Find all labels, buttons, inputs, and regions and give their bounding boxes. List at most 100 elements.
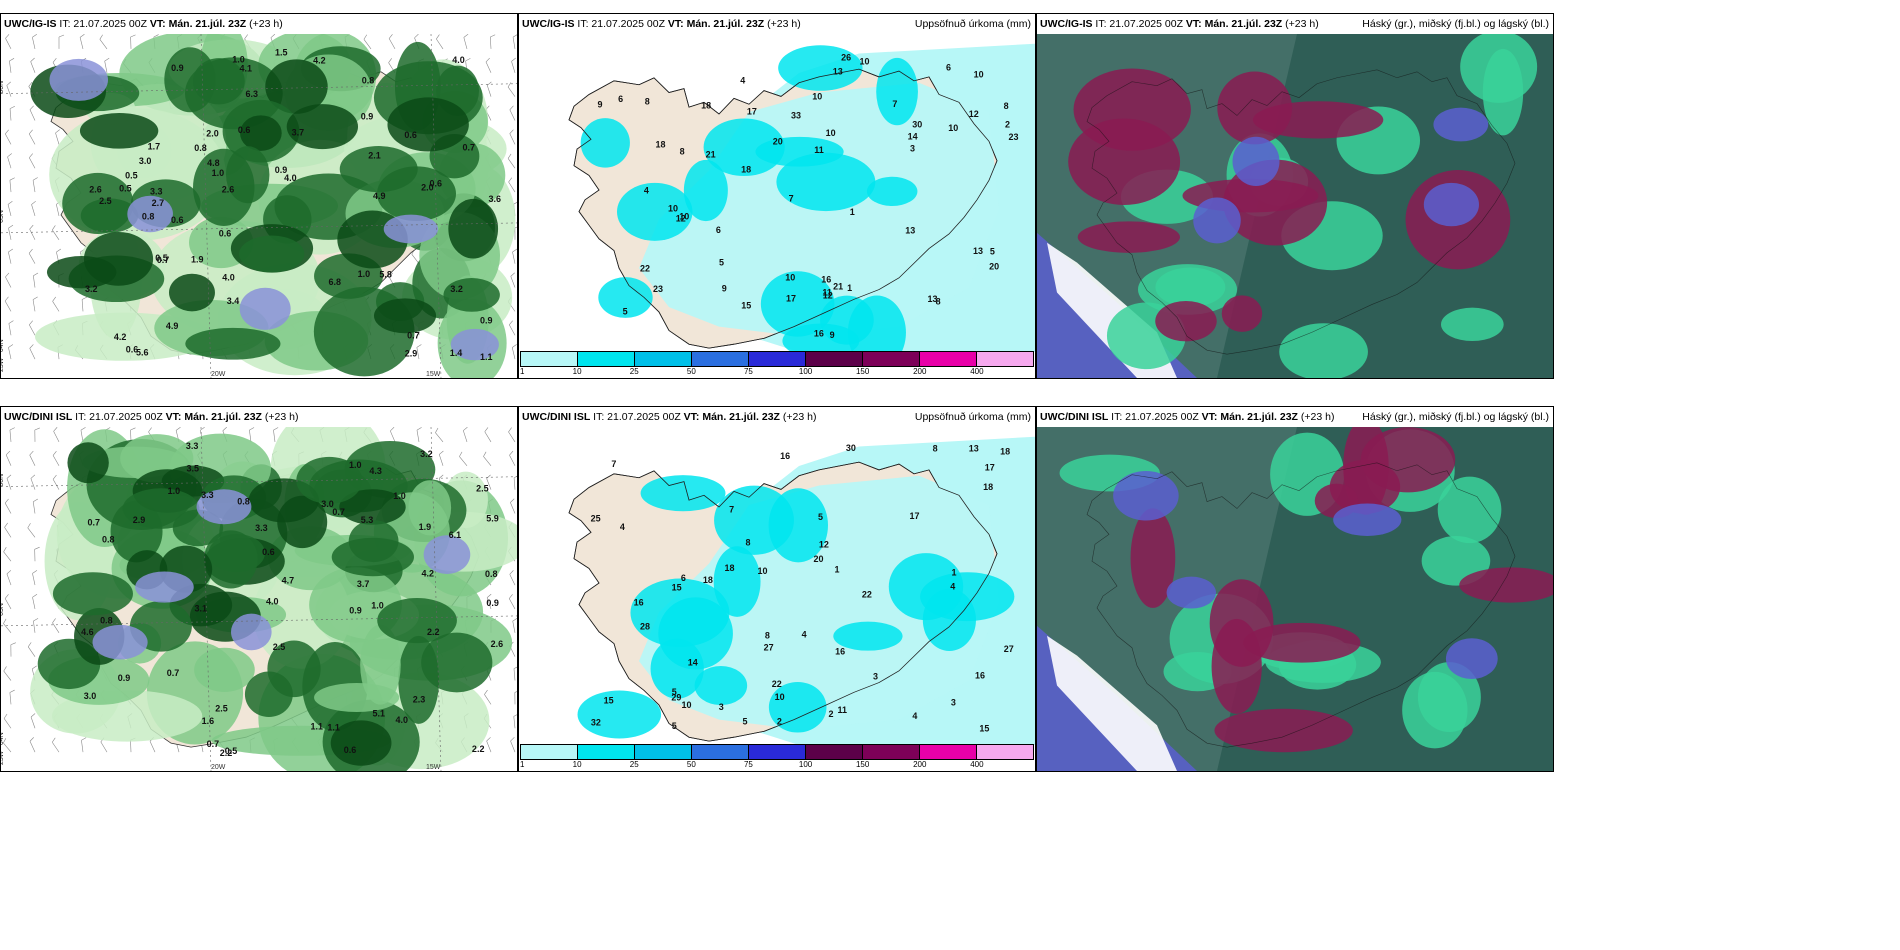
value-label: 3	[910, 144, 915, 154]
value-label: 7	[892, 99, 897, 109]
value-label: 1	[952, 568, 957, 578]
value-label: 15	[672, 583, 682, 593]
value-label: 10	[775, 692, 785, 702]
value-label: 6	[716, 225, 721, 235]
precip-rate-map: 66N 65N 64N 20W 15W 25W 1.9 3.4 2.0 2.6 3.0 4.0 4.9 1…	[1, 34, 517, 378]
value-label: 8	[765, 631, 770, 641]
value-label: 16	[780, 451, 790, 461]
panel-accum-precip-dini: UWC/DINI ISL IT: 21.07.2025 00Z VT: Mán.…	[518, 406, 1036, 772]
value-label: 23	[1008, 132, 1018, 142]
legend-swatch	[521, 745, 578, 759]
value-label: 17	[985, 463, 995, 473]
valid-time: VT: Mán. 21.júl. 23Z	[165, 411, 262, 423]
legend-swatch	[578, 745, 635, 759]
legend-ticks: 1 10 25 50 75 100 150 200 400	[520, 760, 1034, 770]
value-label: 2.6	[89, 185, 102, 195]
legend-tick-label: 25	[629, 367, 639, 376]
legend-tick-label: 10	[572, 760, 582, 769]
value-label: 2.5	[99, 196, 112, 206]
value-label: 4.2	[421, 569, 434, 579]
value-label: 2.0	[206, 128, 219, 138]
value-label: 26	[841, 53, 851, 63]
forecast-offset: (+23 h)	[767, 18, 801, 30]
value-label: 3.5	[187, 463, 200, 473]
forecast-offset: (+23 h)	[1300, 411, 1335, 423]
value-label: 0.7	[167, 668, 180, 678]
value-label: 17	[747, 106, 757, 116]
grid-label: 65N	[1, 210, 5, 223]
value-label: 0.8	[485, 569, 498, 579]
init-time: IT: 21.07.2025 00Z	[75, 411, 163, 423]
value-label: 1.0	[371, 600, 384, 610]
value-label: 1.9	[191, 254, 204, 264]
precip-fields	[30, 34, 516, 378]
value-label: 9	[830, 330, 835, 340]
value-label: 0.8	[100, 616, 113, 626]
value-label: 10	[668, 203, 678, 213]
value-label: 0.5	[155, 253, 168, 263]
value-label: 18	[983, 482, 993, 492]
value-label: 13	[928, 294, 938, 304]
legend-swatch	[863, 745, 920, 759]
value-label: 0.7	[207, 739, 220, 749]
value-label: 16	[814, 329, 824, 339]
value-label: 1.6	[202, 716, 215, 726]
value-label: 5	[672, 721, 677, 731]
value-label: 0.8	[194, 143, 207, 153]
value-label: 0.6	[219, 229, 232, 239]
value-label: 0.9	[171, 63, 184, 73]
value-label: 20	[773, 137, 783, 147]
value-label: 3.3	[186, 441, 199, 451]
value-label: 3.2	[450, 284, 463, 294]
value-label: 13	[833, 67, 843, 77]
value-label: 10	[785, 273, 795, 283]
value-label: 10	[948, 123, 958, 133]
value-label: 10	[826, 128, 836, 138]
value-label: 4.0	[284, 173, 297, 183]
value-label: 15	[741, 301, 751, 311]
value-label: 0.6	[262, 547, 275, 557]
legend-tick-label: 200	[913, 367, 927, 376]
value-label: 13	[969, 444, 979, 454]
value-label: 28	[640, 621, 650, 631]
value-label: 3	[719, 702, 724, 712]
model-name: UWC/IG-IS	[522, 18, 575, 30]
value-label: 2	[777, 717, 782, 727]
value-label: 3.7	[357, 579, 370, 589]
value-label: 21	[706, 150, 716, 160]
value-label: 2.0	[421, 183, 434, 193]
value-label: 12	[676, 213, 686, 223]
model-name: UWC/IG-IS	[4, 18, 57, 30]
value-label: 2.9	[405, 349, 418, 359]
value-label: 10	[860, 57, 870, 67]
legend-swatch	[692, 745, 749, 759]
value-label: 0.9	[118, 673, 131, 683]
value-label: 0.6	[344, 745, 357, 755]
value-label: 18	[724, 563, 734, 573]
value-label: 6	[681, 573, 686, 583]
value-label: 4.0	[452, 55, 465, 65]
value-label: 5.9	[486, 514, 499, 524]
value-label: 1.1	[480, 352, 493, 362]
map-accum-precip: 8 5 6 10 13 1 2 3 1 4 4 8 6 6 9 10 13 10 10 18 17 16 14 20 12 5 7 8…	[519, 34, 1035, 352]
iceland-outline	[1086, 462, 1516, 748]
color-legend: 1 10 25 50 75 100 150 200 400	[520, 351, 1034, 377]
legend-swatch	[863, 352, 920, 366]
value-label: 10	[812, 92, 822, 102]
legend-tick-label: 1	[520, 760, 525, 769]
accum-precip-map: 8561013123144866910131010181716142012578…	[519, 34, 1035, 352]
value-label: 4.1	[240, 63, 253, 73]
value-label: 4	[644, 186, 649, 196]
value-label: 30	[846, 443, 856, 453]
valid-time: VT: Mán. 21.júl. 23Z	[1185, 18, 1283, 30]
valid-time: VT: Mán. 21.júl. 23Z	[149, 18, 247, 30]
precip-fields	[30, 427, 517, 771]
value-label: 2.6	[491, 639, 504, 649]
value-label: 15	[979, 723, 989, 733]
value-label: 22	[772, 679, 782, 689]
accum-precip-map: 4445481010151416171816112325357635782218…	[519, 427, 1035, 745]
model-name: UWC/DINI ISL	[4, 411, 73, 423]
value-label: 4	[950, 581, 955, 591]
panel-clouds-dini: UWC/DINI ISL IT: 21.07.2025 00Z VT: Mán.…	[1036, 406, 1554, 772]
legend-swatch	[806, 352, 863, 366]
